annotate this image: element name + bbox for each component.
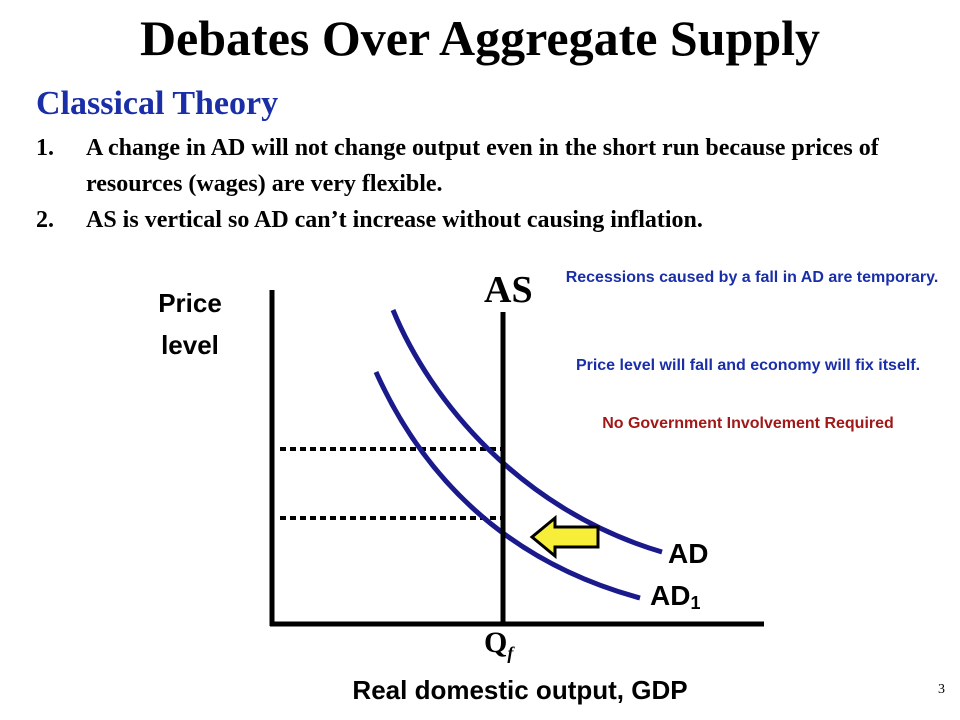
price-level-note: Price level will fall and economy will f…	[575, 357, 921, 374]
ad1-curve	[373, 370, 641, 601]
slide-title: Debates Over Aggregate Supply	[139, 10, 821, 66]
subtitle: Classical Theory	[36, 85, 279, 122]
slide-number: 3	[938, 682, 945, 697]
point-number: 1.	[36, 135, 54, 161]
as-label: AS	[484, 269, 533, 311]
point-item: 2. AS is vertical so AD can’t increase w…	[36, 202, 936, 238]
ad1-label-text: AD	[650, 580, 691, 611]
qf-label: Qf	[484, 626, 513, 664]
ad-label: AD	[668, 538, 709, 569]
point-text: AS is vertical so AD can’t increase with…	[86, 207, 703, 233]
ad-curve	[390, 309, 663, 555]
qf-label-text: Q	[484, 626, 508, 659]
recession-note: Recessions caused by a fall in AD are te…	[565, 269, 939, 286]
no-government-note: No Government Involvement Required	[602, 415, 894, 432]
point-number: 2.	[36, 207, 54, 233]
y-axis-label: Price level	[158, 288, 222, 360]
point-text: A change in AD will not change output ev…	[86, 135, 879, 197]
qf-subscript: f	[507, 643, 514, 663]
ad1-subscript: 1	[690, 593, 701, 613]
point-item: 1. A change in AD will not change output…	[36, 130, 936, 202]
x-axis-label: Real domestic output, GDP	[352, 675, 688, 705]
points-list: 1. A change in AD will not change output…	[36, 130, 936, 238]
shift-left-arrow	[529, 514, 600, 560]
ad1-label: AD1	[650, 580, 700, 614]
